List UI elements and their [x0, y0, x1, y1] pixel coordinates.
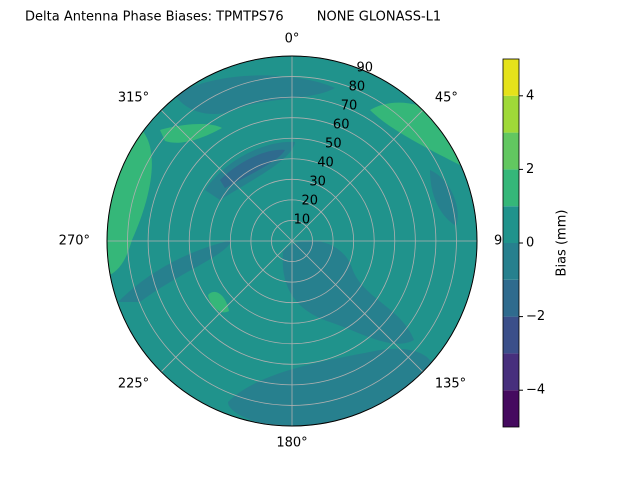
r-tick-label: 10 — [294, 213, 311, 228]
theta-tick-label: 315° — [118, 91, 149, 106]
colorbar: −4 −2 0 2 4 — [502, 58, 545, 428]
colorbar-band — [503, 353, 519, 391]
chart-title: Delta Antenna Phase Biases: TPMTPS76 NON… — [25, 10, 441, 25]
contour-region — [208, 291, 229, 313]
colorbar-tick-label: −2 — [526, 309, 545, 324]
theta-tick-label: 45° — [435, 91, 458, 106]
grid-spoke — [160, 240, 293, 373]
colorbar-band — [503, 132, 519, 170]
grid-spoke — [291, 109, 424, 242]
contour-region — [160, 123, 222, 143]
grid-spoke — [160, 109, 293, 242]
contour-region — [175, 75, 335, 115]
r-tick-label: 30 — [309, 175, 326, 190]
r-tick-label: 40 — [317, 156, 334, 171]
colorbar-tick-label: −4 — [526, 383, 545, 398]
theta-tick-label: 135° — [435, 376, 466, 391]
colorbar-band — [503, 390, 519, 427]
colorbar-band — [503, 279, 519, 317]
r-tick-label: 70 — [341, 99, 358, 114]
contour-region — [118, 240, 232, 302]
colorbar-tick-label: 0 — [526, 236, 534, 251]
colorbar-band — [503, 95, 519, 133]
theta-tick-label: 0° — [285, 32, 300, 47]
contour-region — [107, 128, 152, 276]
colorbar-band — [503, 243, 519, 280]
contour-region — [282, 240, 414, 344]
r-tick-label: 60 — [333, 118, 350, 133]
r-tick-label: 80 — [349, 80, 366, 95]
colorbar-band — [503, 169, 519, 207]
colorbar-band — [503, 206, 519, 243]
colorbar-band — [503, 316, 519, 354]
colorbar-tick-label: 4 — [526, 88, 534, 103]
theta-tick-label: 225° — [118, 376, 149, 391]
colorbar-band — [503, 59, 519, 96]
grid-spoke — [291, 240, 424, 373]
polar-frame — [106, 55, 478, 427]
colorbar-label: Bias (mm) — [555, 210, 570, 277]
colorbar-tick-label: 2 — [526, 162, 534, 177]
r-tick-label: 50 — [325, 137, 342, 152]
theta-tick-label: 180° — [276, 436, 307, 451]
r-tick-label: 90 — [357, 61, 374, 76]
theta-tick-label: 270° — [59, 234, 90, 249]
contour-region — [430, 170, 458, 226]
r-tick-label: 20 — [301, 194, 318, 209]
